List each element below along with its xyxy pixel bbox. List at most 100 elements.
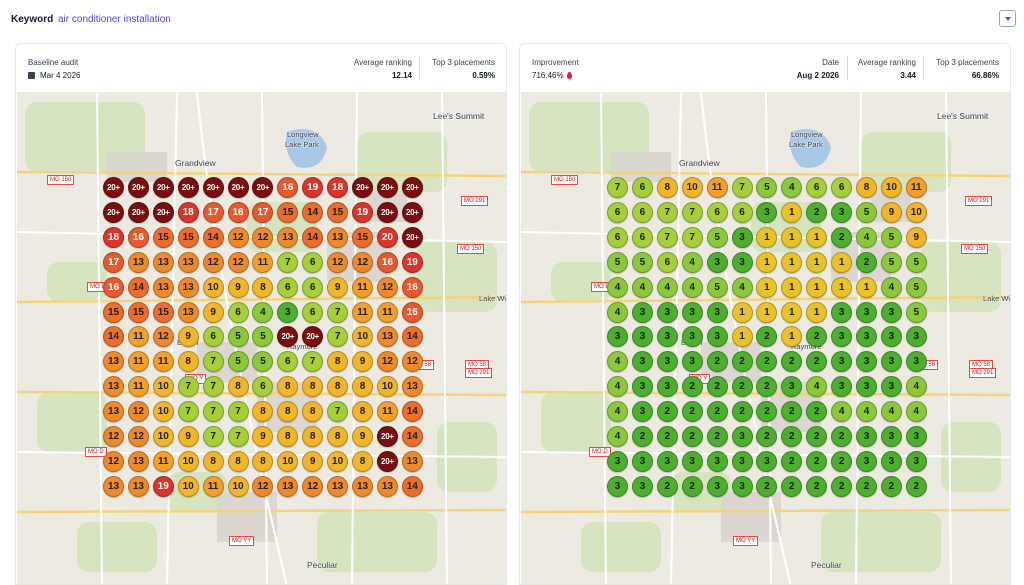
rank-marker[interactable]: 4 — [681, 251, 703, 273]
rank-marker[interactable]: 2 — [706, 426, 728, 447]
rank-marker[interactable]: 5 — [227, 326, 249, 348]
rank-marker[interactable]: 20+ — [152, 201, 174, 223]
rank-marker[interactable]: 3 — [831, 301, 853, 323]
rank-marker[interactable]: 3 — [856, 351, 877, 373]
improvement-map[interactable]: Grandview Lee's Summit Longview Lake Park Ra… — [521, 92, 1010, 584]
rank-marker[interactable]: 2 — [631, 426, 653, 447]
rank-marker[interactable]: 14 — [401, 401, 423, 423]
rank-marker[interactable]: 7 — [327, 401, 349, 423]
rank-marker[interactable]: 3 — [706, 326, 728, 348]
rank-marker[interactable]: 3 — [631, 376, 653, 398]
rank-marker[interactable]: 1 — [781, 251, 803, 273]
rank-marker[interactable]: 20+ — [277, 326, 299, 348]
rank-marker[interactable]: 6 — [252, 376, 274, 398]
rank-marker[interactable]: 3 — [631, 301, 653, 323]
rank-marker[interactable]: 2 — [831, 475, 853, 497]
rank-marker[interactable]: 5 — [905, 276, 927, 298]
rank-marker[interactable]: 5 — [607, 251, 628, 273]
rank-marker[interactable]: 1 — [756, 276, 778, 298]
rank-marker[interactable]: 3 — [656, 351, 678, 373]
rank-marker[interactable]: 13 — [177, 301, 199, 323]
rank-marker[interactable]: 4 — [880, 401, 902, 423]
rank-marker[interactable]: 1 — [806, 251, 828, 273]
rank-marker[interactable]: 5 — [880, 251, 902, 273]
rank-marker[interactable]: 11 — [352, 301, 373, 323]
rank-marker[interactable]: 10 — [152, 401, 174, 423]
rank-marker[interactable]: 11 — [252, 251, 274, 273]
rank-marker[interactable]: 2 — [831, 426, 853, 447]
rank-marker[interactable]: 11 — [202, 475, 224, 497]
rank-marker[interactable]: 5 — [756, 177, 778, 198]
rank-marker[interactable]: 12 — [352, 251, 373, 273]
rank-marker[interactable]: 12 — [227, 226, 249, 248]
rank-marker[interactable]: 14 — [103, 326, 124, 348]
rank-marker[interactable]: 8 — [352, 450, 373, 472]
rank-marker[interactable]: 2 — [781, 351, 803, 373]
rank-marker[interactable]: 6 — [831, 177, 853, 198]
rank-marker[interactable]: 3 — [831, 326, 853, 348]
rank-marker[interactable]: 20+ — [127, 177, 149, 198]
rank-marker[interactable]: 5 — [706, 276, 728, 298]
rank-marker[interactable]: 3 — [656, 450, 678, 472]
rank-marker[interactable]: 13 — [127, 251, 149, 273]
rank-marker[interactable]: 19 — [152, 475, 174, 497]
rank-marker[interactable]: 7 — [202, 426, 224, 447]
rank-marker[interactable]: 9 — [905, 226, 927, 248]
rank-marker[interactable]: 7 — [656, 201, 678, 223]
rank-marker[interactable]: 14 — [127, 276, 149, 298]
rank-marker[interactable]: 2 — [756, 475, 778, 497]
rank-marker[interactable]: 12 — [327, 251, 349, 273]
rank-marker[interactable]: 17 — [103, 251, 124, 273]
rank-marker[interactable]: 8 — [327, 351, 349, 373]
rank-marker[interactable]: 13 — [152, 276, 174, 298]
rank-marker[interactable]: 3 — [607, 450, 628, 472]
rank-marker[interactable]: 13 — [103, 475, 124, 497]
rank-marker[interactable]: 16 — [401, 301, 423, 323]
rank-marker[interactable]: 3 — [631, 326, 653, 348]
rank-marker[interactable]: 7 — [202, 376, 224, 398]
rank-marker[interactable]: 20+ — [152, 177, 174, 198]
rank-marker[interactable]: 7 — [177, 376, 199, 398]
rank-marker[interactable]: 2 — [831, 450, 853, 472]
rank-marker[interactable]: 13 — [376, 326, 398, 348]
rank-marker[interactable]: 11 — [127, 326, 149, 348]
rank-marker[interactable]: 9 — [227, 276, 249, 298]
rank-marker[interactable]: 16 — [103, 276, 124, 298]
rank-marker[interactable]: 9 — [352, 351, 373, 373]
rank-marker[interactable]: 7 — [681, 201, 703, 223]
rank-marker[interactable]: 3 — [880, 301, 902, 323]
rank-marker[interactable]: 10 — [202, 276, 224, 298]
rank-marker[interactable]: 6 — [202, 326, 224, 348]
rank-marker[interactable]: 7 — [227, 426, 249, 447]
rank-marker[interactable]: 1 — [731, 301, 753, 323]
rank-marker[interactable]: 14 — [401, 475, 423, 497]
rank-marker[interactable]: 10 — [152, 376, 174, 398]
rank-marker[interactable]: 11 — [905, 177, 927, 198]
rank-marker[interactable]: 1 — [756, 226, 778, 248]
rank-marker[interactable]: 1 — [831, 276, 853, 298]
rank-marker[interactable]: 2 — [706, 351, 728, 373]
rank-marker[interactable]: 2 — [756, 401, 778, 423]
rank-marker[interactable]: 3 — [706, 301, 728, 323]
rank-marker[interactable]: 5 — [905, 301, 927, 323]
rank-marker[interactable]: 10 — [177, 450, 199, 472]
rank-marker[interactable]: 9 — [202, 301, 224, 323]
rank-marker[interactable]: 3 — [905, 326, 927, 348]
rank-marker[interactable]: 11 — [127, 351, 149, 373]
rank-marker[interactable]: 20+ — [103, 177, 124, 198]
rank-marker[interactable]: 3 — [880, 450, 902, 472]
rank-marker[interactable]: 1 — [731, 326, 753, 348]
rank-marker[interactable]: 3 — [731, 450, 753, 472]
rank-marker[interactable]: 1 — [806, 301, 828, 323]
rank-marker[interactable]: 4 — [806, 376, 828, 398]
rank-marker[interactable]: 16 — [376, 251, 398, 273]
rank-marker[interactable]: 8 — [302, 376, 324, 398]
rank-marker[interactable]: 3 — [681, 450, 703, 472]
rank-marker[interactable]: 15 — [152, 301, 174, 323]
rank-marker[interactable]: 6 — [631, 226, 653, 248]
rank-marker[interactable]: 11 — [127, 376, 149, 398]
rank-marker[interactable]: 6 — [806, 177, 828, 198]
rank-marker[interactable]: 6 — [302, 301, 324, 323]
rank-marker[interactable]: 2 — [806, 326, 828, 348]
rank-marker[interactable]: 8 — [856, 177, 877, 198]
